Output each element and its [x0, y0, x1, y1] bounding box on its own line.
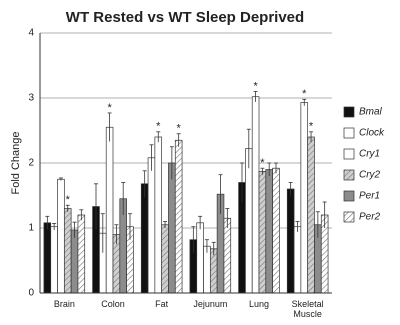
error-bar: [274, 162, 278, 174]
bar: [147, 157, 156, 294]
bar: [258, 171, 267, 294]
y-tick-label: 2: [28, 158, 34, 169]
bar: [272, 167, 280, 294]
error-bar: [246, 128, 251, 169]
error-bar: [260, 167, 265, 175]
error-bar: [128, 213, 132, 240]
significance-mark: *: [66, 194, 71, 206]
significance-mark: *: [107, 102, 112, 114]
error-bar: [288, 182, 293, 196]
bar: [77, 214, 86, 294]
error-bar: [295, 221, 300, 232]
error-bar: [225, 208, 230, 228]
bar: [63, 208, 72, 294]
significance-mark: *: [302, 88, 307, 100]
bar: [168, 162, 176, 294]
legend-label: Bmal: [359, 107, 383, 118]
y-tick-label: 3: [28, 93, 34, 104]
bar: [43, 222, 52, 294]
error-bar: [94, 183, 98, 230]
error-bar: [302, 98, 307, 106]
bar: [70, 229, 79, 294]
bar: [140, 183, 149, 294]
error-bar: [253, 91, 258, 102]
bar: [286, 188, 295, 294]
error-bar: [204, 239, 209, 253]
significance-mark: *: [177, 123, 182, 135]
bar: [307, 136, 315, 294]
error-bar: [169, 146, 174, 180]
significance-mark: *: [156, 121, 161, 133]
x-tick-label: Jejunum: [193, 299, 228, 309]
bar: [293, 226, 302, 294]
x-tick-label: Fat: [155, 299, 169, 309]
legend-label: Per1: [359, 191, 380, 202]
error-bar: [100, 213, 105, 253]
significance-mark: *: [253, 80, 258, 92]
bar: [196, 222, 204, 294]
bar: [245, 148, 253, 294]
error-bar: [211, 241, 216, 256]
error-bar: [267, 162, 272, 176]
x-tick-label: Lung: [248, 299, 270, 309]
error-bar: [114, 224, 119, 245]
error-bar: [240, 162, 244, 202]
bar: [203, 245, 211, 294]
error-bar: [65, 204, 70, 212]
error-bar: [322, 201, 327, 228]
bar: [223, 217, 232, 294]
y-tick-label: 0: [28, 288, 34, 299]
x-tick-label: Colon: [101, 299, 125, 309]
error-bar: [142, 170, 147, 197]
x-tick-label: Skeletal Muscle: [291, 299, 324, 319]
y-tick-label: 1: [28, 223, 34, 234]
legend-label: Cry2: [359, 170, 381, 181]
significance-mark: *: [309, 121, 314, 133]
error-bar: [79, 209, 84, 221]
legend-swatch: [343, 211, 355, 223]
bar: [50, 226, 58, 294]
legend-swatch: [343, 148, 355, 160]
chart-title: WT Rested vs WT Sleep Deprived: [66, 9, 304, 26]
legend-label: Per2: [359, 212, 381, 223]
error-bar: [149, 144, 154, 171]
bar: [251, 96, 260, 294]
y-tick-label: 4: [28, 28, 34, 39]
error-bar: [163, 221, 168, 228]
bar: [265, 169, 273, 294]
error-bar: [107, 112, 112, 142]
significance-mark: *: [260, 157, 265, 169]
error-bar: [121, 182, 126, 215]
error-bar: [176, 133, 181, 147]
error-bar: [315, 211, 320, 238]
error-bar: [156, 131, 161, 143]
error-bar: [58, 177, 63, 181]
legend-swatch: [343, 169, 355, 181]
error-bar: [191, 226, 196, 253]
bar: [174, 139, 183, 294]
bar: [209, 248, 218, 294]
legend-swatch: [343, 127, 355, 139]
legend-label: Clock: [359, 128, 385, 139]
bar: [161, 224, 169, 294]
y-axis-label: Fold Change: [10, 132, 22, 195]
error-bar: [52, 223, 57, 230]
error-bar: [218, 174, 223, 214]
error-bar: [198, 215, 203, 230]
error-bar: [309, 131, 314, 143]
x-tick-label: Brain: [53, 299, 75, 309]
legend-label: Cry1: [359, 149, 380, 160]
legend-swatch: [343, 190, 355, 202]
bar: [57, 178, 65, 294]
bar: [300, 102, 309, 294]
error-bar: [72, 221, 77, 238]
bar: [154, 136, 163, 294]
bar: [105, 126, 114, 294]
error-bar: [45, 215, 50, 230]
legend-swatch: [343, 106, 355, 118]
